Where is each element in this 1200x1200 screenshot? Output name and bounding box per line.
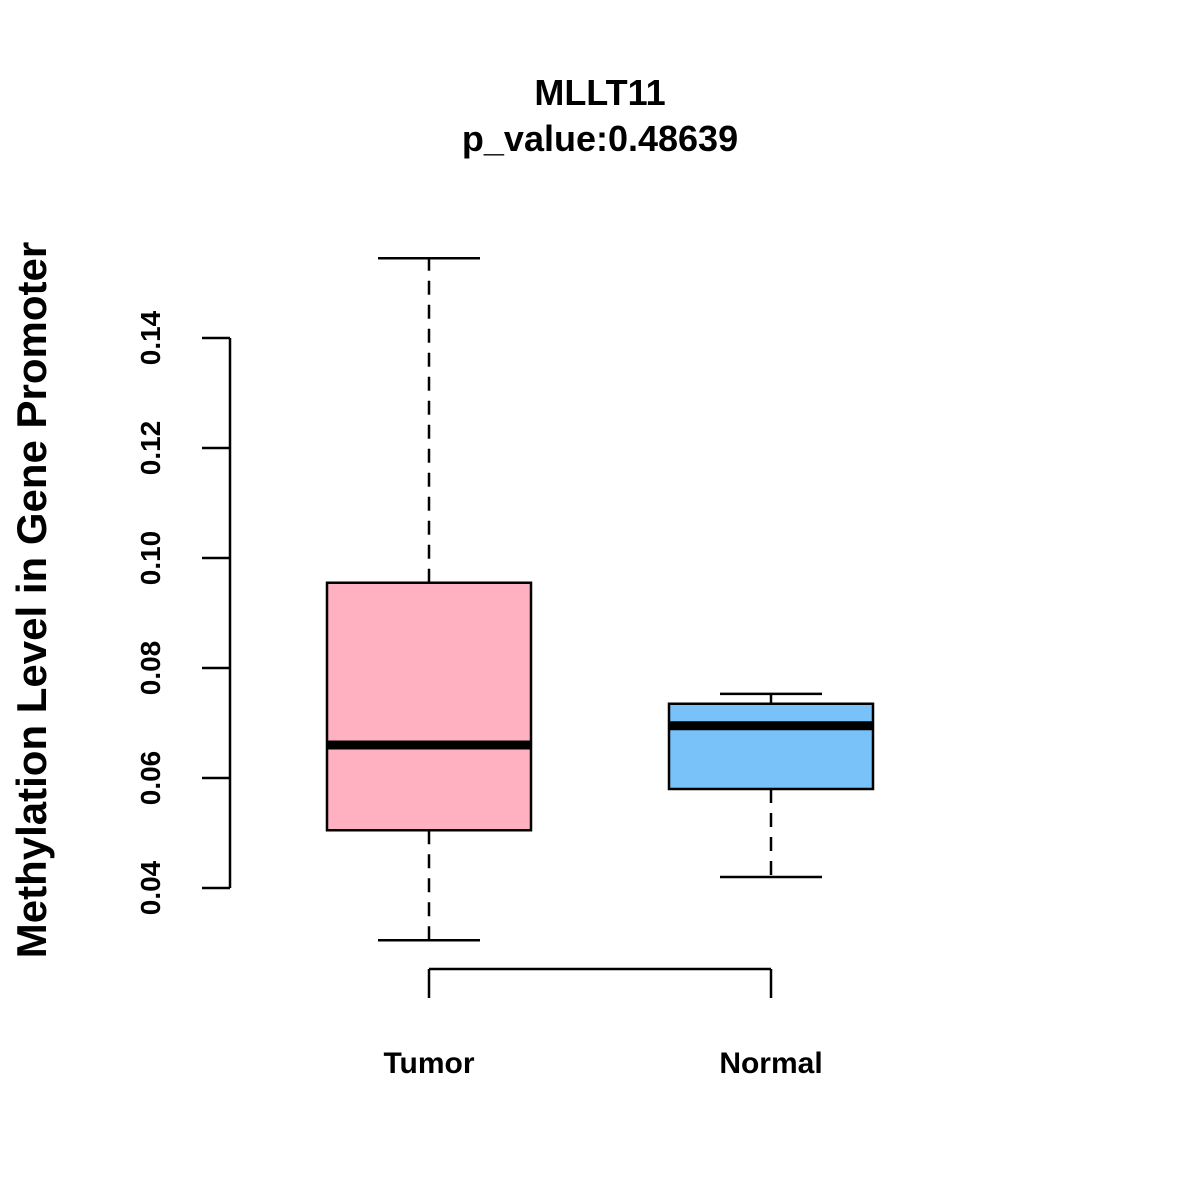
chart-title: MLLT11 [534,72,665,113]
y-tick-label-5: 0.14 [135,310,166,365]
category-labels: Tumor Normal [383,1047,822,1080]
y-tick-label-2: 0.08 [135,641,166,696]
y-tick-label-1: 0.06 [135,751,166,806]
box-tumor [325,257,533,942]
box-normal [667,692,875,879]
tumor-iqr-box [325,581,533,832]
comparison-bracket [427,967,773,998]
chart-subtitle: p_value:0.48639 [462,118,738,159]
category-label-normal: Normal [719,1047,822,1080]
y-tick-label-4: 0.12 [135,421,166,476]
boxes-group [325,257,875,942]
normal-iqr-box [667,702,875,791]
category-label-tumor: Tumor [383,1047,474,1080]
y-axis-label: Methylation Level in Gene Promoter [8,242,55,958]
y-tick-label-0: 0.04 [135,860,166,915]
y-axis: 0.04 0.06 0.08 0.10 0.12 0.14 [135,310,232,915]
y-tick-label-3: 0.10 [135,531,166,586]
